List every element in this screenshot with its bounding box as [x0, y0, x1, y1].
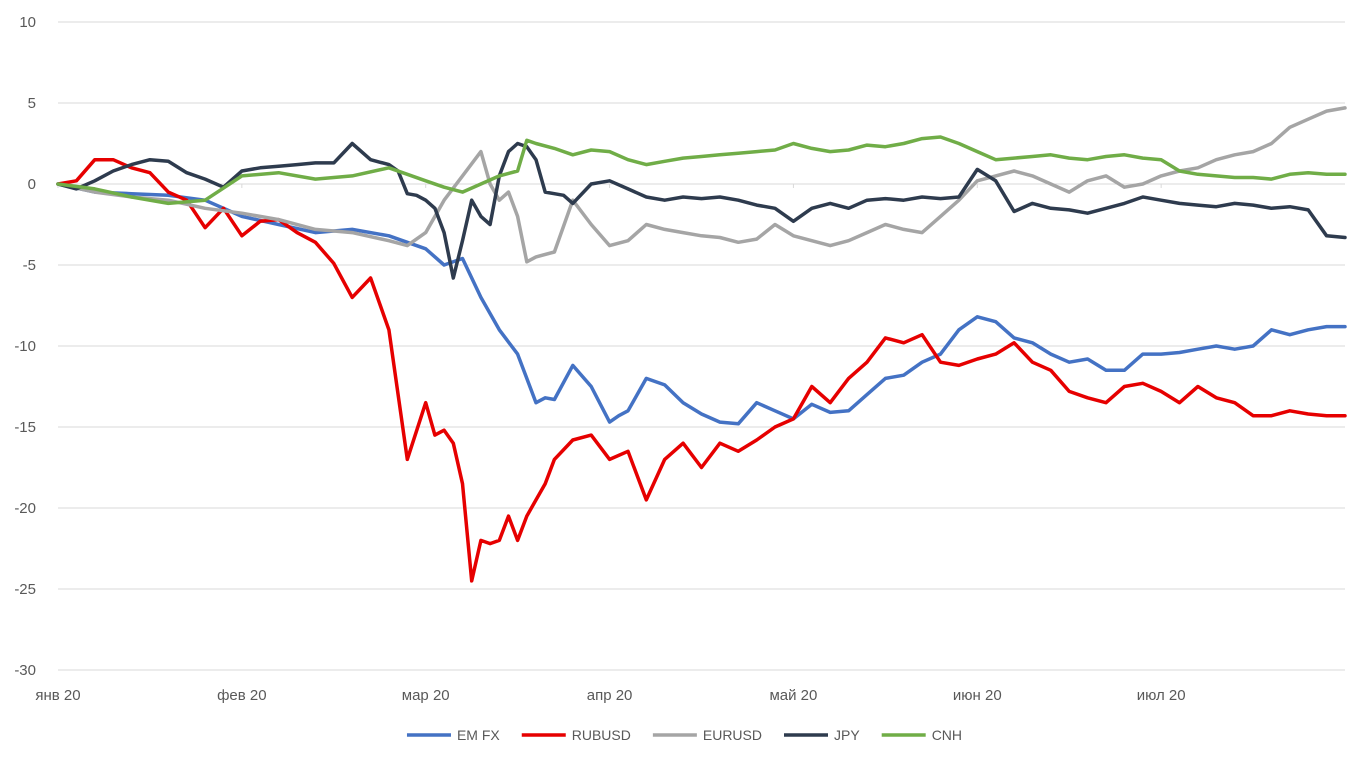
y-tick-label: -20: [14, 500, 36, 517]
legend: EM FX RUBUSD EURUSD JPY CNH: [406, 727, 962, 743]
x-tick-label: апр 20: [587, 687, 633, 704]
x-tick-label: янв 20: [35, 687, 80, 704]
x-tick-label: мар 20: [402, 687, 450, 704]
y-tick-label: -5: [23, 257, 36, 274]
series-line-eurusd: [56, 106, 1347, 264]
x-axis-ticks: янв 20 фев 20 мар 20 апр 20 май 20 июн 20 июл …: [35, 687, 1185, 704]
series-line-jpy: [56, 141, 1347, 280]
y-tick-label: -25: [14, 581, 36, 598]
y-tick-label: -15: [14, 419, 36, 436]
y-tick-label: -30: [14, 662, 36, 679]
y-tick-label: 10: [19, 14, 36, 31]
legend-label: CNH: [932, 727, 962, 743]
y-tick-label: -10: [14, 338, 36, 355]
x-tick-label: июл 20: [1137, 687, 1186, 704]
y-tick-label: 5: [28, 95, 36, 112]
series-line-cnh: [56, 135, 1347, 206]
y-tick-label: 0: [28, 176, 36, 193]
series-line-em-fx: [56, 182, 1347, 426]
x-tick-label: фев 20: [217, 687, 267, 704]
x-tick-label: июн 20: [953, 687, 1002, 704]
legend-label: RUBUSD: [572, 727, 631, 743]
x-tick-label: май 20: [769, 687, 817, 704]
grid-lines: [57, 21, 1345, 671]
series-line-rubusd: [56, 157, 1347, 583]
legend-label: JPY: [834, 727, 860, 743]
series-lines: [56, 106, 1347, 583]
y-axis-ticks: 10 5 0 -5 -10 -15 -20 -25 -30: [14, 14, 36, 679]
legend-label: EURUSD: [703, 727, 762, 743]
legend-label: EM FX: [457, 727, 500, 743]
